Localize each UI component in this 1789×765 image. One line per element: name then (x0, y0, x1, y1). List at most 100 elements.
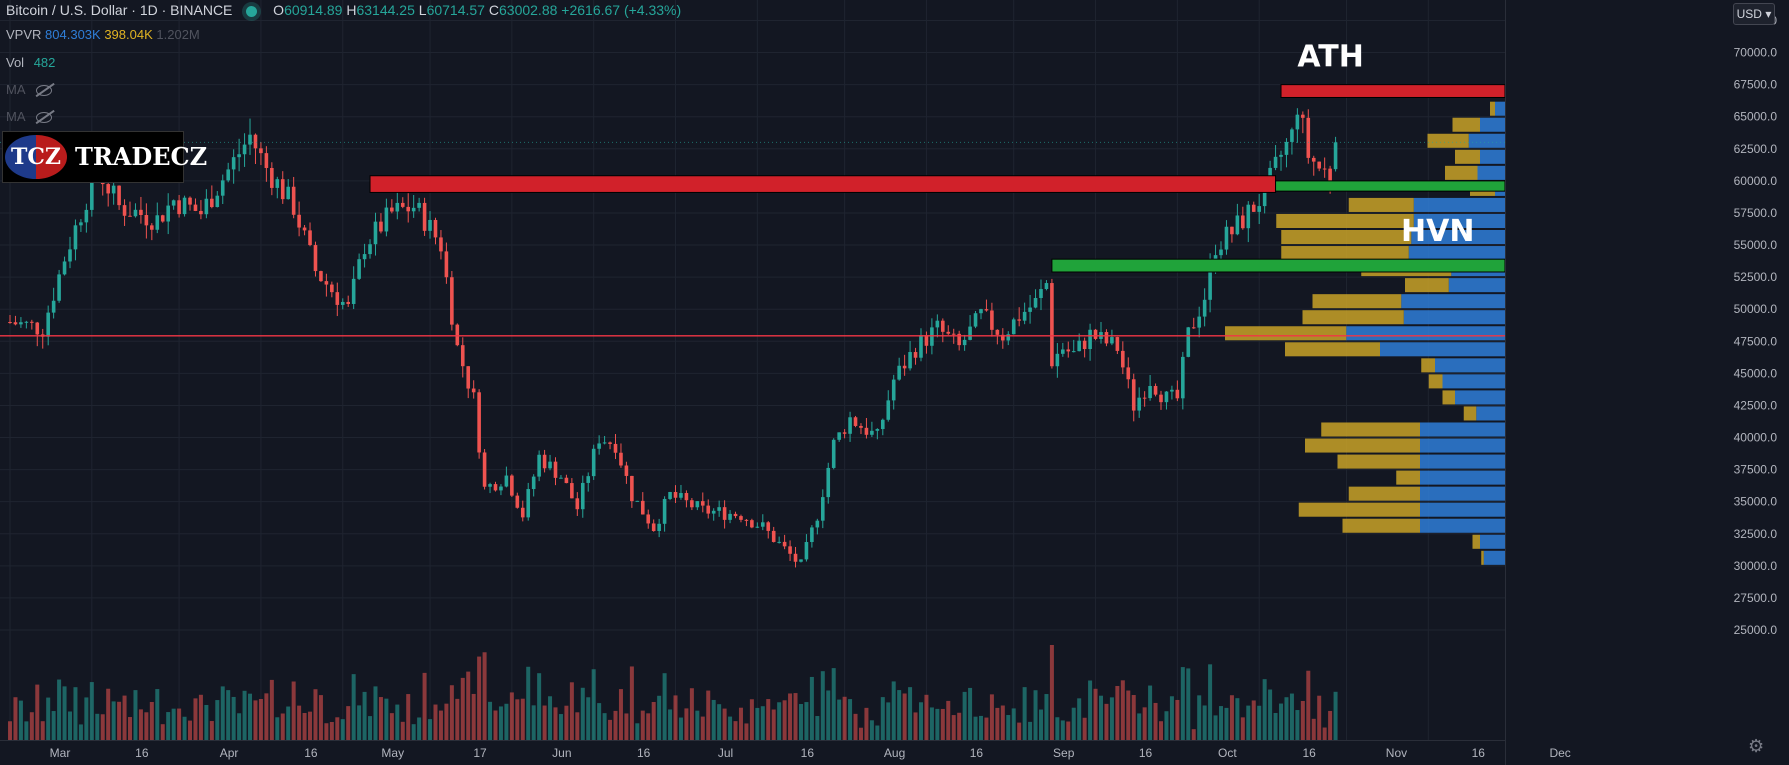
candle-body (90, 170, 94, 210)
candle-body (859, 425, 863, 428)
volume-bar (908, 687, 913, 740)
volume-bar (166, 712, 171, 740)
volume-bar (869, 720, 874, 740)
volume-bar (144, 712, 149, 740)
vp-up-bar (1442, 374, 1505, 389)
candle-body (46, 312, 50, 337)
candle-body (673, 492, 678, 498)
ma-legend-2[interactable]: MA (6, 109, 52, 124)
vp-up-bar (1401, 294, 1505, 309)
volume-bar (722, 708, 727, 740)
support-zone-upper (1275, 180, 1506, 192)
candle-body (1273, 156, 1278, 168)
symbol-title[interactable]: Bitcoin / U.S. Dollar · 1D · BINANCE (6, 2, 233, 18)
logo-badge: TCZ (5, 135, 67, 179)
volume-bar (951, 715, 956, 740)
vp-down-bar (1463, 406, 1477, 421)
candle-body (750, 520, 754, 528)
candle-body (330, 284, 334, 293)
candle-body (788, 546, 792, 554)
volume-legend[interactable]: Vol 482 (6, 55, 56, 70)
candle-body (166, 205, 170, 222)
candle-body (302, 227, 307, 231)
volume-bar (226, 690, 231, 740)
vp-down-bar (1452, 117, 1480, 132)
candle-body (640, 500, 645, 515)
candle-body (160, 215, 165, 222)
candle-body (853, 417, 858, 426)
volume-bar (580, 687, 585, 740)
candle-body (520, 507, 525, 518)
candle-body (411, 207, 416, 212)
candle-body (1104, 332, 1109, 344)
volume-bar (924, 694, 929, 740)
hidden-eye-icon[interactable] (35, 85, 52, 97)
volume-bar (837, 699, 842, 740)
volume-profile (1225, 101, 1505, 565)
time-tick-label: Jul (718, 746, 733, 760)
time-axis: Mar 16 Apr 16 May 17 Jun 16 Jul 16 Aug 16 Sep 16 Oct 16… (0, 740, 1571, 760)
volume-bar (1088, 680, 1093, 740)
candle-body (308, 230, 312, 246)
vp-down-bar (1455, 149, 1480, 164)
volume-bar (280, 713, 285, 740)
gear-icon[interactable]: ⚙ (1748, 736, 1765, 756)
volume-bar (460, 677, 465, 740)
vp-up-bar (1420, 518, 1505, 533)
volume-bar (248, 693, 253, 740)
vp-down-bar (1472, 534, 1480, 549)
candle-body (837, 432, 841, 440)
candle-body (1093, 329, 1098, 339)
candle-body (177, 200, 181, 215)
hidden-eye-icon[interactable] (35, 112, 52, 124)
candle-body (248, 134, 252, 145)
candle-body (84, 209, 89, 223)
candle-body (237, 154, 241, 158)
ma-legend-1[interactable]: MA (6, 82, 52, 97)
candle-body (324, 281, 329, 285)
volume-bar (1038, 709, 1043, 740)
vpvr-legend[interactable]: VPVR 804.303K 398.04K 1.202M (6, 27, 200, 42)
volume-bar (842, 696, 847, 740)
volume-bar (809, 676, 814, 740)
volume-bar (553, 707, 558, 740)
volume-bar (902, 693, 907, 740)
volume-bar (1060, 720, 1065, 740)
vp-down-bar (1281, 230, 1412, 245)
candle-body (870, 430, 874, 435)
volume-bar (673, 695, 678, 740)
candle-body (957, 333, 961, 346)
candle-body (1082, 340, 1087, 350)
candle-body (700, 501, 705, 506)
candle-body (111, 185, 116, 194)
volume-bar (117, 701, 122, 740)
volume-bar (1300, 700, 1305, 740)
volume-bar (531, 705, 536, 740)
price-tick-label: 67500.0 (1734, 78, 1778, 92)
volume-bar (1055, 717, 1060, 740)
volume-bar (1284, 697, 1289, 740)
volume-bar (449, 685, 454, 740)
time-tick-label: Mar (50, 746, 71, 760)
candle-body (630, 475, 634, 502)
candle-body (188, 197, 192, 205)
volume-bar (684, 708, 689, 740)
currency-button[interactable]: USD ▾ (1733, 3, 1775, 25)
candle-body (842, 432, 847, 434)
volume-bar (138, 709, 143, 740)
ohlc-readout: O60914.89 H63144.25 L60714.57 C63002.88 … (273, 2, 682, 18)
volume-bar (602, 713, 607, 740)
volume-bar (313, 689, 318, 740)
candle-body (210, 198, 214, 208)
candle-body (820, 497, 825, 521)
candle-body (1044, 283, 1049, 290)
candle-body (973, 313, 978, 327)
candle-body (379, 221, 383, 232)
candle-body (1121, 350, 1125, 368)
volume-bar (526, 666, 531, 740)
price-tick-label: 32500.0 (1734, 527, 1778, 541)
vp-down-bar (1225, 326, 1347, 341)
candle-body (848, 417, 852, 434)
candle-body (1115, 337, 1120, 351)
